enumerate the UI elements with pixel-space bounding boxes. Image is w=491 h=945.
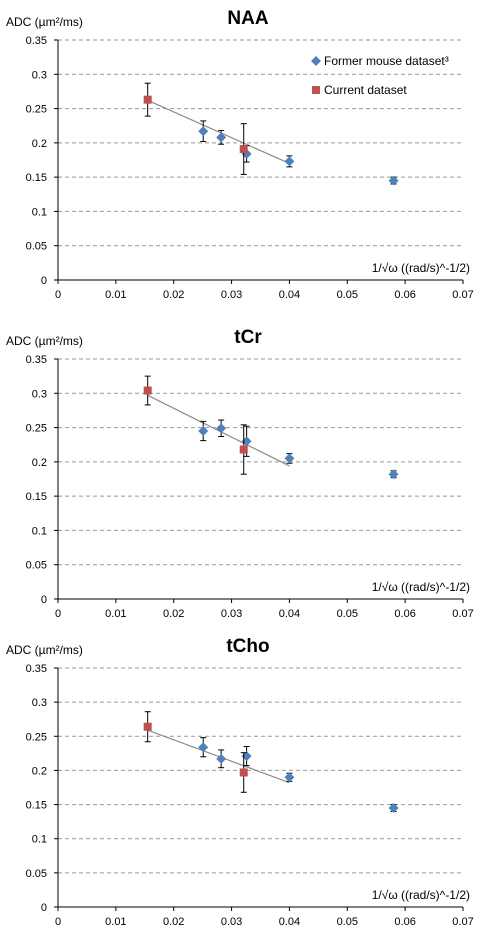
y-axis-label: ADC (µm²/ms) <box>6 334 83 348</box>
data-point-former <box>388 802 399 813</box>
x-axis-label: 1/√ω ((rad/s)^-1/2) <box>372 580 470 594</box>
y-tick-label: 0.25 <box>26 104 47 116</box>
data-point-former <box>388 175 399 186</box>
legend-label-current: Current dataset <box>324 83 407 97</box>
chart-panel-tcr: tCr ADC (µm²/ms) 0 0.05 0.1 0.15 0.2 0.25 0.3 0.3… <box>6 327 474 620</box>
x-tick-label: 0.01 <box>105 608 126 620</box>
y-tick-label: 0.15 <box>26 172 47 184</box>
data-point-former <box>284 453 295 464</box>
x-tick-label: 0.03 <box>221 608 242 620</box>
y-axis-label: ADC (µm²/ms) <box>6 15 83 29</box>
chart-panel-tcho: tCho ADC (µm²/ms) 0 0.05 0.1 0.15 0.2 0.25 0.3 0.… <box>6 636 474 928</box>
x-tick-label: 0.04 <box>279 608 300 620</box>
chart-panel-naa: NAA ADC (µm²/ms) 0 0.05 0.1 0.15 0.2 0.25 0.3 0.3… <box>6 8 474 301</box>
y-tick-label: 0.2 <box>32 765 47 777</box>
y-tick-label: 0.1 <box>32 525 47 537</box>
legend-label-former: Former mouse dataset³ <box>324 54 449 68</box>
data-point-current <box>239 445 248 454</box>
x-tick-label: 0.02 <box>163 608 184 620</box>
x-tick-label: 0.02 <box>163 289 184 301</box>
y-tick-label: 0.2 <box>32 457 47 469</box>
y-tick-label: 0.35 <box>26 663 47 675</box>
x-tick-label: 0.07 <box>452 608 473 620</box>
y-tick-label: 0.1 <box>32 834 47 846</box>
y-axis-label: ADC (µm²/ms) <box>6 643 83 657</box>
y-tick-label: 0.2 <box>32 138 47 150</box>
fit-line <box>147 99 290 164</box>
x-tick-label: 0.07 <box>452 289 473 301</box>
x-tick-label: 0.04 <box>279 916 300 928</box>
chart-title: NAA <box>227 8 268 29</box>
y-tick-label: 0.3 <box>32 388 47 400</box>
x-tick-label: 0.03 <box>221 289 242 301</box>
y-tick-label: 0.15 <box>26 491 47 503</box>
y-tick-label: 0 <box>41 594 47 606</box>
y-tick-label: 0.25 <box>26 423 47 435</box>
x-tick-label: 0.07 <box>452 916 473 928</box>
fit-line <box>147 394 290 467</box>
y-tick-label: 0.3 <box>32 697 47 709</box>
x-tick-label: 0.02 <box>163 916 184 928</box>
x-tick-label: 0.04 <box>279 289 300 301</box>
y-tick-label: 0.05 <box>26 560 47 572</box>
y-tick-label: 0.15 <box>26 800 47 812</box>
x-tick-label: 0.03 <box>221 916 242 928</box>
y-tick-label: 0 <box>41 902 47 914</box>
x-tick-label: 0 <box>55 608 61 620</box>
data-point-former <box>388 469 399 480</box>
y-tick-label: 0.3 <box>32 69 47 81</box>
x-axis-label: 1/√ω ((rad/s)^-1/2) <box>372 261 470 275</box>
chart-title: tCr <box>234 327 262 348</box>
data-point-former <box>216 753 227 764</box>
data-point-former <box>284 156 295 167</box>
x-tick-label: 0.01 <box>105 289 126 301</box>
data-point-former <box>284 772 295 783</box>
y-tick-label: 0.05 <box>26 241 47 253</box>
data-point-current <box>239 768 248 777</box>
legend-marker-current <box>312 86 320 94</box>
data-point-current <box>143 722 152 731</box>
data-point-former <box>198 426 209 436</box>
x-tick-label: 0 <box>55 289 61 301</box>
data-point-former <box>216 423 227 434</box>
x-tick-label: 0 <box>55 916 61 928</box>
data-point-former <box>216 132 227 143</box>
x-tick-label: 0.05 <box>337 289 358 301</box>
y-tick-label: 0.05 <box>26 868 47 880</box>
x-tick-label: 0.06 <box>394 916 415 928</box>
data-point-former <box>241 436 252 447</box>
y-tick-label: 0.35 <box>26 354 47 366</box>
x-tick-label: 0.05 <box>337 608 358 620</box>
y-tick-label: 0 <box>41 275 47 287</box>
y-tick-label: 0.35 <box>26 35 47 47</box>
x-tick-label: 0.06 <box>394 608 415 620</box>
data-point-former <box>198 742 209 753</box>
data-point-current <box>239 145 248 154</box>
legend-marker-former <box>311 56 321 66</box>
x-tick-label: 0.05 <box>337 916 358 928</box>
y-tick-label: 0.1 <box>32 206 47 218</box>
x-tick-label: 0.01 <box>105 916 126 928</box>
data-point-current <box>143 386 152 395</box>
y-tick-label: 0.25 <box>26 731 47 743</box>
data-point-former <box>198 126 209 137</box>
chart-title: tCho <box>226 636 269 657</box>
x-axis-label: 1/√ω ((rad/s)^-1/2) <box>372 888 470 902</box>
x-tick-label: 0.06 <box>394 289 415 301</box>
data-point-current <box>143 95 152 104</box>
